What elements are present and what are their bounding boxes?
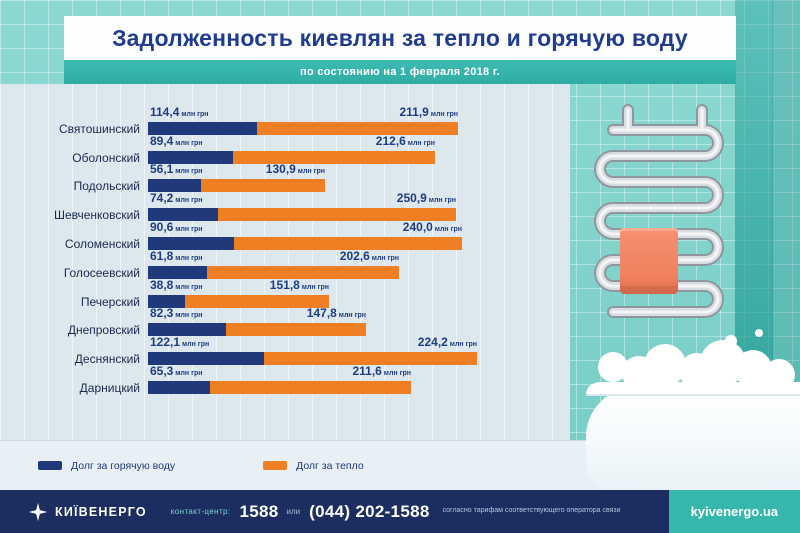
bar-segment-heat [201, 179, 325, 193]
bar-segment-hot-water [148, 294, 185, 308]
value-label-hot-water: 114,4 млн грн [150, 104, 209, 119]
legend-label-hot-water: Долг за горячую воду [71, 459, 176, 472]
value-label-heat: 211,6 млн грн [352, 363, 411, 378]
legend-label-heat: Долг за тепло [296, 459, 364, 472]
contact-center-label: контакт-центр: [170, 507, 231, 516]
value-label-hot-water: 56,1 млн грн [150, 162, 203, 177]
category-label: Оболонский [72, 150, 140, 165]
bar-segment-heat [210, 380, 411, 394]
chart-row: Печерский 38,8 млн грн 151,8 млн грн [0, 278, 570, 310]
stacked-bar [148, 294, 329, 308]
chart-row: Голосеевский 61,8 млн грн 202,6 млн грн [0, 249, 570, 281]
category-label: Святошинский [58, 121, 140, 136]
chart-row: Соломенский 90,6 млн грн 240,0 млн грн [0, 220, 570, 252]
chart-panel: Святошинский 114,4 млн грн 211,9 млн грн Об… [0, 84, 570, 440]
towel [620, 228, 678, 294]
chart-row: Оболонский 89,4 млн грн 212,6 млн грн [0, 134, 570, 166]
value-label-hot-water: 65,3 млн грн [150, 363, 203, 378]
value-label-heat: 250,9 млн грн [396, 191, 456, 206]
kyivenergo-star-icon [28, 502, 48, 521]
water-stream [735, 0, 773, 425]
phone-full: (044) 202-1588 [309, 501, 430, 521]
category-label: Дарницкий [79, 380, 140, 395]
chart-row: Деснянский 122,1 млн грн 224,2 млн грн [0, 335, 570, 367]
bar-segment-heat [233, 150, 435, 164]
category-label: Деснянский [74, 352, 140, 367]
value-label-hot-water: 38,8 млн грн [150, 277, 203, 292]
stacked-bar [148, 265, 399, 279]
bar-segment-heat [264, 352, 477, 366]
value-label-heat: 212,6 млн грн [375, 133, 435, 148]
value-label-heat: 202,6 млн грн [339, 248, 399, 263]
legend-item-hot-water: Долг за горячую воду [38, 460, 175, 472]
brand-logo: КИЇВЕНЕРГО [28, 502, 147, 522]
subtitle: по состоянию на 1 февраля 2018 г. [300, 66, 500, 78]
value-label-heat: 147,8 млн грн [306, 306, 366, 321]
chart-row: Днепровский 82,3 млн грн 147,8 млн грн [0, 306, 570, 339]
tariff-note: согласно тарифам соответствующего операт… [442, 507, 621, 515]
stacked-bar [148, 208, 456, 222]
website-text: kyivenergo.ua [690, 504, 778, 519]
foam-bubbles [598, 352, 628, 382]
website-link[interactable]: kyivenergo.ua [668, 490, 800, 533]
stacked-bar [148, 121, 458, 135]
stacked-bar [148, 352, 477, 366]
category-label: Подольский [73, 179, 140, 194]
page-title: Задолженность киевлян за тепло и горячую… [112, 24, 688, 51]
value-label-hot-water: 74,2 млн грн [150, 191, 203, 206]
legend-swatch-hot-water [38, 461, 62, 470]
value-label-heat: 240,0 млн грн [402, 219, 462, 234]
category-label: Шевченковский [53, 208, 140, 223]
phone-short: 1588 [239, 501, 279, 521]
or-label: или [286, 507, 301, 516]
category-label: Печерский [80, 294, 140, 309]
bar-segment-hot-water [148, 265, 207, 279]
bar-segment-heat [234, 236, 462, 250]
category-label: Голосеевский [63, 265, 140, 280]
value-label-hot-water: 122,1 млн грн [150, 335, 210, 350]
category-label: Соломенский [64, 236, 140, 251]
value-label-heat: 211,9 млн грн [399, 104, 458, 119]
bar-segment-hot-water [148, 208, 218, 222]
chart-row: Шевченковский 74,2 млн грн 250,9 млн грн [0, 191, 570, 223]
brand-name: КИЇВЕНЕРГО [55, 504, 147, 519]
bar-segment-heat [207, 265, 399, 279]
stacked-bar [148, 323, 366, 337]
bar-segment-hot-water [148, 380, 210, 394]
value-label-heat: 151,8 млн грн [269, 277, 329, 292]
value-label-hot-water: 82,3 млн грн [150, 306, 203, 321]
chart-rows: Святошинский 114,4 млн грн 211,9 млн грн Об… [0, 105, 570, 396]
category-label: Днепровский [67, 323, 140, 338]
bar-segment-heat [218, 208, 456, 222]
value-label-hot-water: 89,4 млн грн [150, 133, 203, 148]
value-label-heat: 130,9 млн грн [265, 162, 325, 177]
stacked-bar [148, 179, 325, 193]
bar-segment-hot-water [148, 150, 233, 164]
legend-swatch-heat [263, 461, 288, 470]
bar-segment-heat [226, 323, 366, 337]
bar-segment-hot-water [148, 323, 226, 337]
bar-segment-hot-water [148, 179, 201, 193]
value-label-hot-water: 61,8 млн грн [150, 248, 203, 263]
bar-segment-heat [185, 294, 329, 308]
chart-row: Подольский 56,1 млн грн 130,9 млн грн [0, 162, 570, 195]
bar-segment-hot-water [148, 121, 257, 135]
chart-row: Дарницкий 65,3 млн грн 211,6 млн грн [0, 364, 570, 396]
bar-segment-hot-water [148, 352, 264, 366]
value-label-heat: 224,2 млн грн [417, 335, 477, 350]
legend-item-heat: Долг за тепло [263, 460, 364, 472]
stacked-bar [148, 150, 435, 164]
title-bar: Задолженность киевлян за тепло и горячую… [64, 16, 736, 60]
towel-rail-icon [594, 104, 724, 318]
bar-segment-heat [257, 121, 458, 135]
bar-segment-hot-water [148, 236, 234, 250]
stacked-bar [148, 236, 462, 250]
value-label-hot-water: 90,6 млн грн [150, 219, 203, 234]
stacked-bar [148, 380, 411, 394]
subtitle-bar: по состоянию на 1 февраля 2018 г. [64, 60, 736, 84]
chart-row: Святошинский 114,4 млн грн 211,9 млн грн [0, 105, 570, 137]
footer-bar: КИЇВЕНЕРГО контакт-центр: 1588 или (044)… [0, 490, 800, 533]
bathtub [586, 382, 800, 492]
